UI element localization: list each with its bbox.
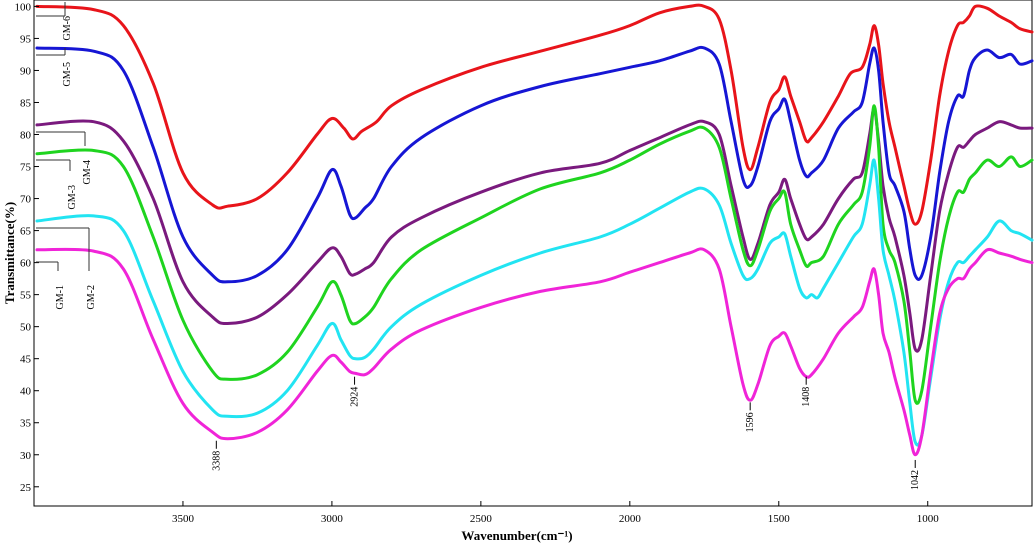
y-tick-label: 55 xyxy=(20,290,32,302)
x-tick-label: 3500 xyxy=(172,513,195,525)
peak-label-3388: 3388 xyxy=(211,451,222,471)
series-label-layer: GM-6 GM-5 GM-4 GM-3 GM-2 GM-1 xyxy=(36,2,97,309)
y-tick-label: 45 xyxy=(20,354,32,366)
y-tick-label: 40 xyxy=(20,386,32,398)
y-tick-label: 50 xyxy=(20,322,32,334)
series-layer xyxy=(35,3,1034,457)
x-tick-label: 2000 xyxy=(619,513,642,525)
axis-layer: 25 30 35 40 45 50 55 60 65 70 75 80 85 90 95 100 3500 300… xyxy=(15,1,940,525)
y-tick-label: 25 xyxy=(20,482,32,494)
y-tick-label: 70 xyxy=(20,194,32,206)
y-tick-label: 35 xyxy=(20,418,32,430)
y-tick-label: 90 xyxy=(20,65,32,77)
series-label-gm-4: GM-4 xyxy=(82,160,93,184)
series-line-gm-5 xyxy=(35,45,1034,284)
series-label-gm-6: GM-6 xyxy=(62,16,73,40)
series-label-gm-5: GM-5 xyxy=(62,62,73,86)
x-tick-label: 2500 xyxy=(470,513,493,525)
x-tick-label: 1000 xyxy=(917,513,940,525)
y-tick-label: 95 xyxy=(20,33,32,45)
y-axis-title: Transmittance(%) xyxy=(2,202,17,304)
peak-label-1042: 1042 xyxy=(910,470,921,490)
series-line-gm-1 xyxy=(35,247,1034,457)
y-tick-label: 65 xyxy=(20,226,32,238)
series-label-gm-2: GM-2 xyxy=(86,285,97,309)
annotation-layer: 3388 2924 1596 1408 1042 xyxy=(211,376,921,490)
peak-label-1408: 1408 xyxy=(801,387,812,407)
peak-label-2924: 2924 xyxy=(350,387,361,407)
y-tick-label: 60 xyxy=(20,258,32,270)
series-label-gm-3: GM-3 xyxy=(67,185,78,209)
y-tick-label: 100 xyxy=(15,1,32,13)
y-tick-label: 80 xyxy=(20,130,32,142)
series-label-gm-1: GM-1 xyxy=(55,285,66,309)
series-line-gm-3 xyxy=(35,104,1034,405)
series-line-gm-6 xyxy=(35,3,1034,226)
peak-label-1596: 1596 xyxy=(745,412,756,432)
y-tick-label: 85 xyxy=(20,97,32,109)
y-tick-label: 75 xyxy=(20,162,32,174)
series-line-gm-4 xyxy=(35,107,1034,353)
x-tick-label: 1500 xyxy=(768,513,791,525)
y-tick-label: 30 xyxy=(20,450,32,462)
x-axis-title: Wavenumber(cm⁻¹) xyxy=(461,528,572,543)
x-tick-label: 3000 xyxy=(321,513,344,525)
